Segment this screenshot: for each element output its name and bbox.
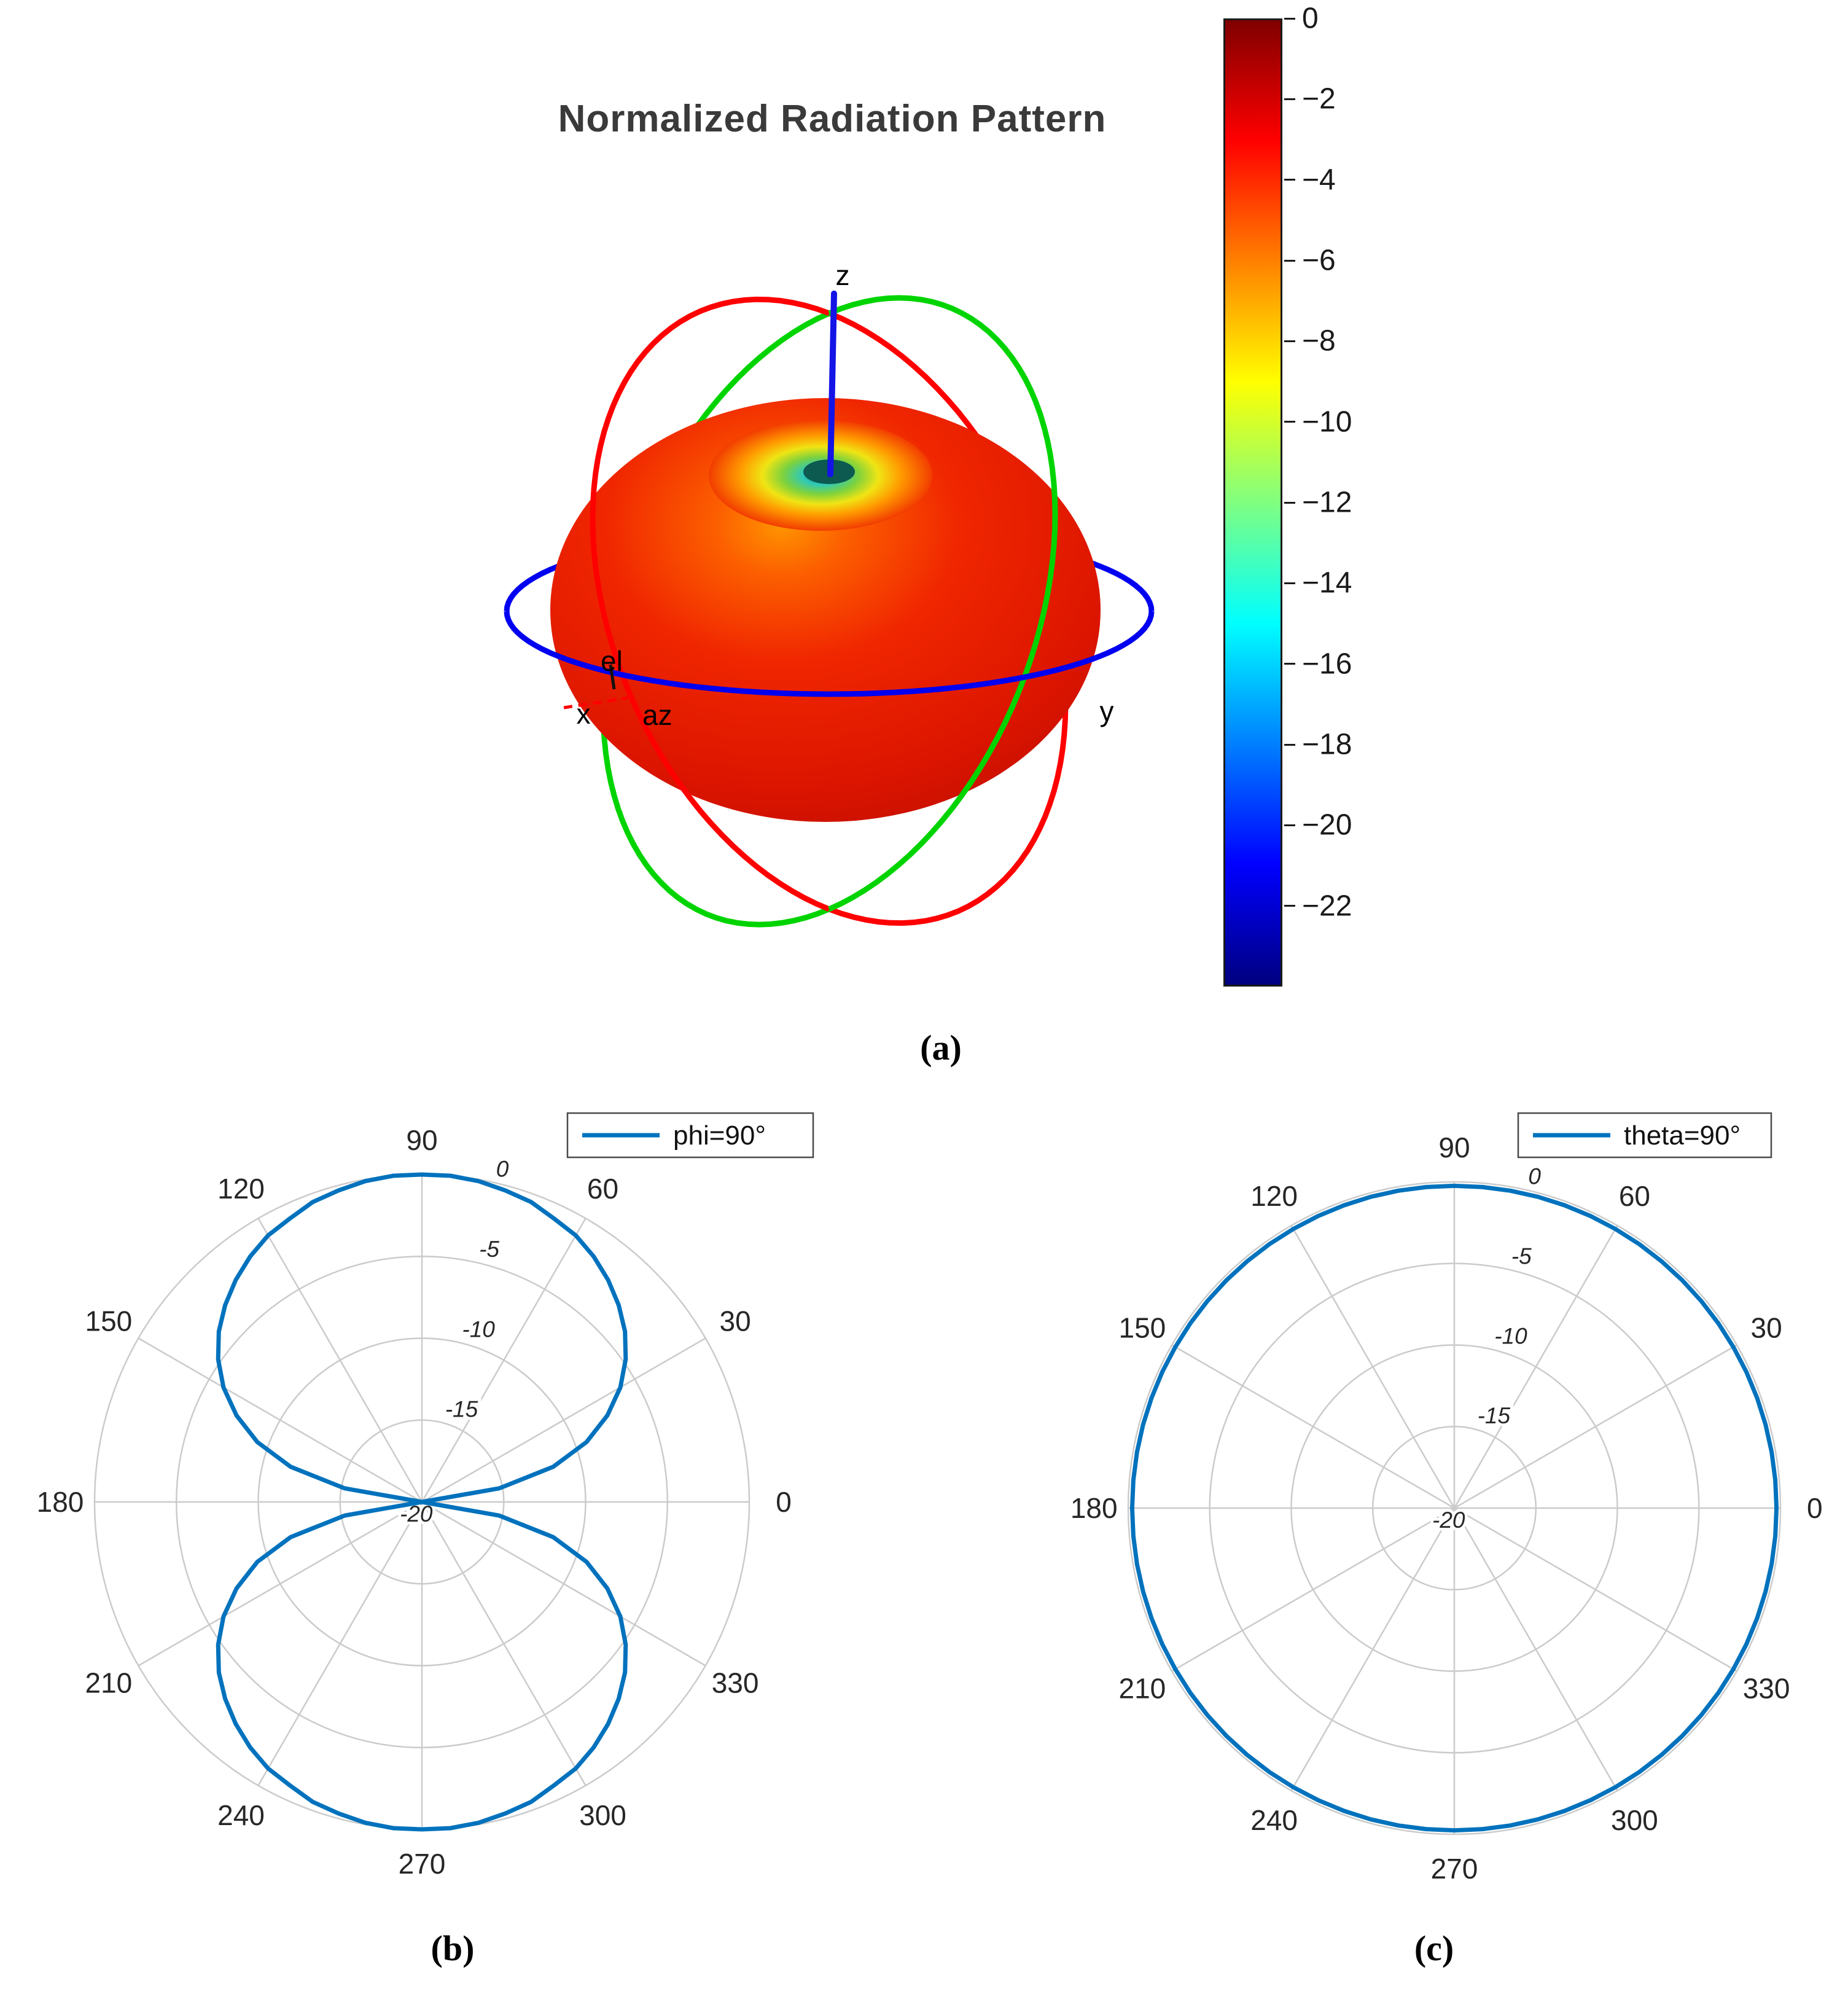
polar-angle-label: 120 (217, 1173, 265, 1205)
polar-angle-label: 0 (776, 1486, 792, 1518)
polar-angle-label: 210 (1119, 1672, 1166, 1704)
legend: phi=90° (566, 1112, 814, 1159)
colorbar-tick-label: −6 (1302, 244, 1336, 277)
caption-b: (b) (431, 1928, 475, 1968)
colorbar-tick-mark (1284, 743, 1295, 746)
polar-angle-label: 300 (579, 1799, 626, 1831)
polar-angle-label: 60 (1619, 1180, 1650, 1212)
colorbar-tick-label: −22 (1302, 889, 1352, 923)
polar-grid-spoke (1171, 1344, 1737, 1672)
colorbar-tick-label: −2 (1302, 82, 1336, 115)
colorbar-tick-label: 0 (1302, 2, 1319, 35)
polar-angle-label: 150 (1119, 1312, 1166, 1344)
colorbar-tick-label: −16 (1302, 647, 1352, 681)
polar-grid-circle (1371, 1425, 1537, 1591)
colorbar-tick-mark (1284, 179, 1295, 181)
colorbar-tick-label: −4 (1302, 163, 1336, 197)
polar-r-label: -10 (462, 1316, 495, 1342)
yz-ring-front (828, 295, 1058, 912)
radiation-lobe-surface (550, 398, 1101, 822)
polar-r-label: -10 (1494, 1323, 1527, 1348)
z-axis-line (827, 291, 837, 477)
z-axis-label: z (836, 259, 850, 291)
polar-angle-label: 180 (1070, 1492, 1118, 1524)
polar-angle-label: 180 (37, 1486, 84, 1518)
polar-angle-label: 30 (720, 1305, 751, 1337)
polar-angle-label: 210 (85, 1667, 133, 1699)
colorbar-tick-label: −12 (1302, 486, 1352, 519)
legend: theta=90° (1517, 1112, 1772, 1159)
polar-angle-label: 0 (1807, 1492, 1823, 1524)
y-axis-label: y (1100, 695, 1114, 727)
legend-label: phi=90° (673, 1120, 766, 1151)
polar-grid-circle (1127, 1181, 1782, 1836)
xz-ring-front (590, 296, 830, 912)
caption-a: (a) (920, 1028, 962, 1068)
radiation-curve (1129, 1183, 1779, 1833)
polar-grid-circle (1290, 1344, 1618, 1672)
colorbar-tick-label: −14 (1302, 566, 1352, 600)
colorbar-tick-mark (1284, 259, 1295, 262)
polar-angle-label: 270 (399, 1848, 446, 1880)
colorbar-tick-mark (1284, 98, 1295, 100)
el-axis-label: el (601, 645, 623, 677)
colorbar-tick-mark (1284, 501, 1295, 504)
equator-ring-front (504, 611, 1155, 697)
polar-grid-circle (175, 1255, 669, 1749)
az-axis-label: az (642, 699, 673, 731)
plot-title: Normalized Radiation Pattern (558, 98, 1107, 140)
caption-c: (c) (1414, 1928, 1454, 1968)
polar-grid-circle (257, 1337, 587, 1667)
polar-angle-label: 330 (712, 1667, 759, 1699)
colorbar-tick-mark (1284, 824, 1295, 826)
radiation-curve (216, 1172, 628, 1832)
polar-angle-label: 330 (1743, 1672, 1790, 1704)
colorbar-tick-mark (1284, 17, 1295, 20)
polar-angle-label: 240 (217, 1799, 265, 1831)
polar-plot-theta90: 0 30 60 90 120 150 180 210 240 270 300 330 0 -5 -10 -15… (1070, 1112, 1823, 1885)
polar-angle-label: 240 (1250, 1804, 1298, 1836)
colorbar-tick-label: −10 (1302, 405, 1352, 439)
el-axis-stub (609, 664, 616, 690)
colorbar-tick-mark (1284, 421, 1295, 423)
polar-r-label: 0 (1528, 1164, 1541, 1189)
colorbar-tick-label: −20 (1302, 808, 1352, 842)
colorbar-tick-mark (1284, 905, 1295, 907)
polar-r-label: -20 (1432, 1507, 1465, 1533)
polar-angle-label: 120 (1250, 1180, 1298, 1212)
polar-grid-circle (339, 1419, 505, 1585)
polar-r-label: -5 (1511, 1244, 1532, 1269)
polar-grid-circle (1209, 1262, 1700, 1754)
polar-angle-label: 300 (1611, 1804, 1658, 1836)
polar-r-label: -15 (1478, 1403, 1511, 1428)
colorbar-tick-label: −8 (1302, 324, 1336, 358)
polar-angle-label: 270 (1431, 1853, 1478, 1885)
colorbar-tick-mark (1284, 340, 1295, 342)
polar-r-label: -15 (445, 1397, 478, 1422)
polar-angle-label: 90 (1438, 1132, 1470, 1163)
legend-label: theta=90° (1624, 1120, 1741, 1151)
polar-angle-label: 30 (1751, 1312, 1782, 1344)
x-axis-label: x (577, 698, 591, 730)
polar-plot-phi90: 0 30 60 90 120 150 180 210 240 270 300 330 0 -5 -10 -15… (37, 1112, 814, 1880)
polar-angle-label: 90 (406, 1124, 437, 1156)
polar-angle-label: 150 (85, 1305, 133, 1337)
colorbar-tick-mark (1284, 663, 1295, 665)
polar-r-label: 0 (496, 1157, 509, 1182)
colorbar-tick-label: −18 (1302, 728, 1352, 761)
colorbar (1223, 18, 1282, 987)
polar-r-label: -5 (479, 1237, 499, 1262)
colorbar-tick-mark (1284, 582, 1295, 584)
az-axis-stub (563, 696, 628, 710)
polar-angle-label: 60 (587, 1173, 618, 1205)
